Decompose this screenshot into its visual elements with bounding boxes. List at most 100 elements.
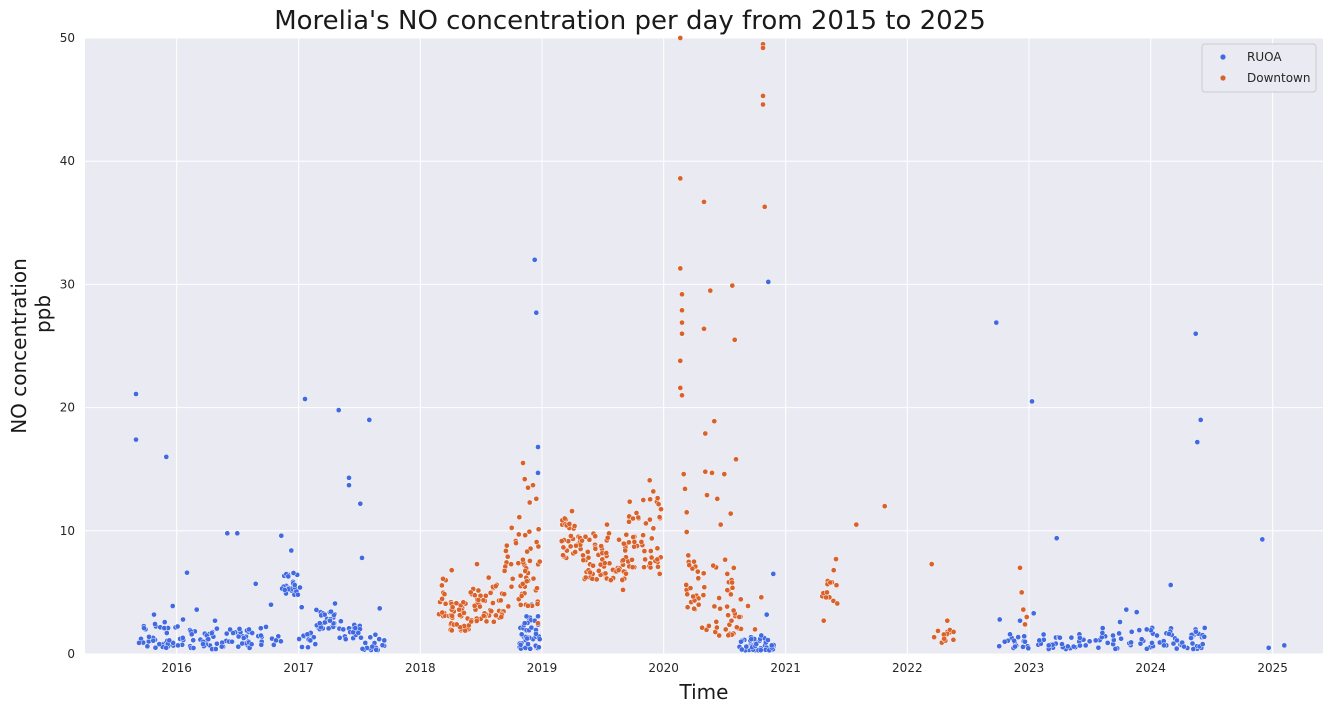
data-point-downtown (560, 552, 566, 559)
data-point-downtown (647, 548, 654, 554)
data-point-ruoa (336, 634, 343, 641)
data-point-ruoa (268, 601, 274, 608)
data-point-downtown (685, 552, 692, 559)
data-point-downtown (522, 568, 529, 574)
data-point-downtown (679, 330, 685, 337)
data-point-downtown (700, 592, 707, 598)
data-point-downtown (524, 548, 530, 555)
data-point-ruoa (179, 635, 186, 641)
data-point-ruoa (1117, 619, 1123, 625)
data-point-downtown (722, 556, 728, 563)
chart-title: Morelia's NO concentration per day from … (274, 6, 986, 36)
data-point-ruoa (152, 621, 158, 627)
data-point-downtown (655, 563, 661, 570)
data-point-downtown (707, 287, 714, 294)
data-point-ruoa (327, 617, 333, 624)
data-point-ruoa (1007, 631, 1013, 638)
data-point-downtown (699, 624, 705, 631)
data-point-ruoa (1173, 645, 1180, 652)
data-point-downtown (714, 624, 720, 631)
data-point-ruoa (258, 632, 264, 639)
data-point-ruoa (770, 571, 777, 577)
data-point-downtown (650, 488, 657, 495)
data-point-downtown (492, 583, 499, 590)
data-point-ruoa (240, 635, 247, 641)
data-point-downtown (477, 603, 483, 610)
data-point-ruoa (1190, 646, 1197, 652)
data-point-downtown (677, 175, 684, 182)
data-point-ruoa (239, 640, 246, 647)
data-point-downtown (606, 560, 613, 567)
data-point-ruoa (290, 570, 297, 576)
data-point-ruoa (523, 613, 530, 620)
data-point-ruoa (184, 569, 190, 576)
data-point-downtown (682, 486, 688, 492)
data-point-downtown (439, 596, 445, 602)
data-point-ruoa (175, 642, 181, 649)
data-point-ruoa (763, 611, 770, 618)
x-tick-label: 2016 (161, 661, 192, 675)
data-point-downtown (631, 539, 638, 545)
data-point-downtown (517, 572, 524, 579)
data-point-ruoa (1076, 635, 1083, 641)
data-point-ruoa (1040, 631, 1047, 638)
data-point-ruoa (224, 530, 231, 537)
data-point-ruoa (1116, 630, 1122, 637)
data-point-downtown (935, 628, 941, 634)
data-point-downtown (448, 627, 455, 634)
data-point-ruoa (230, 630, 236, 636)
data-point-ruoa (524, 635, 531, 642)
legend-marker-downtown (1220, 75, 1226, 81)
data-point-ruoa (346, 482, 352, 489)
data-point-ruoa (291, 582, 298, 588)
data-point-downtown (616, 536, 622, 543)
data-point-ruoa (258, 641, 265, 648)
data-point-ruoa (527, 645, 534, 652)
data-point-downtown (530, 482, 536, 489)
data-point-ruoa (1194, 439, 1201, 445)
data-point-ruoa (1136, 627, 1143, 633)
data-point-downtown (641, 564, 647, 571)
data-point-ruoa (379, 642, 386, 649)
data-point-ruoa (321, 611, 328, 618)
data-point-downtown (471, 592, 478, 599)
data-point-downtown (623, 570, 629, 577)
data-point-downtown (647, 516, 653, 523)
data-point-ruoa (297, 584, 303, 591)
data-point-ruoa (1059, 641, 1065, 647)
data-point-downtown (683, 509, 690, 516)
data-point-downtown (684, 604, 691, 611)
data-point-ruoa (273, 637, 279, 644)
data-point-ruoa (1128, 639, 1134, 646)
data-point-ruoa (1104, 640, 1111, 646)
data-point-downtown (928, 561, 935, 567)
data-point-ruoa (1199, 641, 1206, 647)
legend-label-downtown: Downtown (1247, 71, 1310, 85)
data-point-downtown (501, 568, 508, 574)
data-point-downtown (642, 556, 648, 563)
data-point-downtown (490, 600, 496, 606)
data-point-downtown (724, 571, 731, 577)
data-point-downtown (760, 93, 766, 99)
data-point-ruoa (1095, 644, 1102, 651)
data-point-downtown (487, 590, 494, 596)
data-point-downtown (716, 595, 722, 601)
data-point-ruoa (298, 604, 305, 611)
data-point-ruoa (1192, 330, 1199, 337)
data-point-downtown (604, 521, 610, 528)
data-point-downtown (582, 574, 589, 581)
data-point-downtown (713, 618, 720, 625)
data-point-downtown (595, 567, 602, 574)
data-point-downtown (638, 539, 645, 545)
data-point-downtown (640, 532, 646, 539)
data-point-ruoa (1154, 632, 1160, 639)
data-point-downtown (700, 570, 707, 577)
data-point-downtown (724, 603, 730, 610)
data-point-ruoa (1133, 609, 1140, 615)
data-point-downtown (679, 291, 685, 298)
data-point-downtown (647, 560, 654, 567)
data-point-downtown (533, 495, 540, 502)
data-point-downtown (582, 533, 589, 540)
data-point-downtown (516, 514, 523, 521)
data-point-downtown (881, 503, 888, 510)
